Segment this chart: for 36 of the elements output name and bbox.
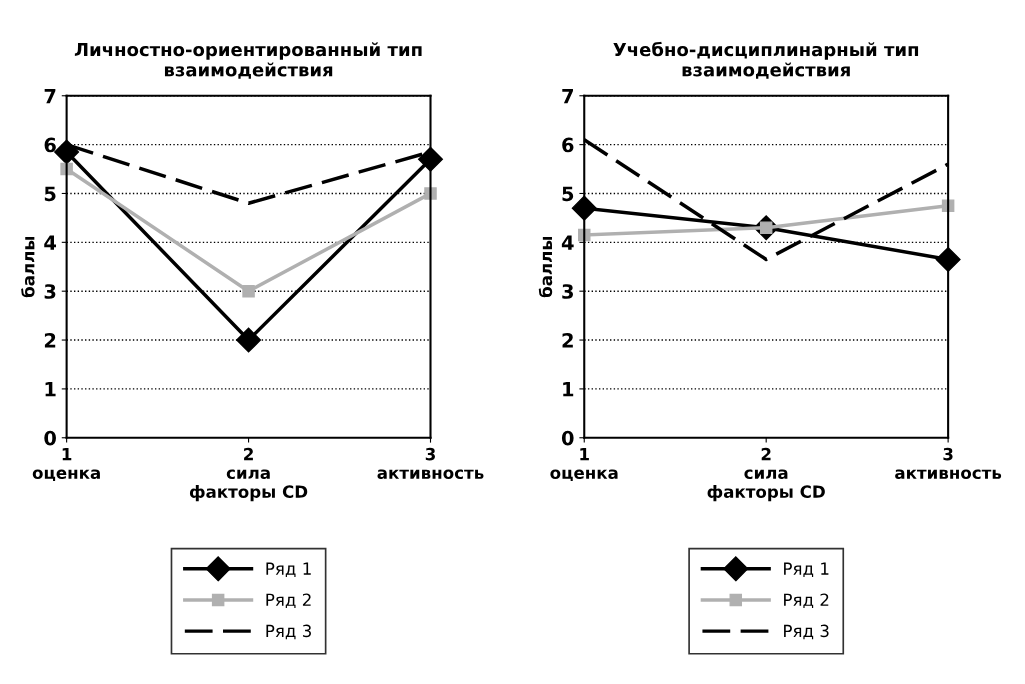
y-tick-label: 4 [561,235,574,250]
y-tick-label: 2 [562,333,573,348]
x-tick-label: 1 оценка [550,448,618,482]
x-tick-label: 3 активность [895,447,1002,480]
x-tick-label: 3 активность [377,447,484,480]
y-tick-label: 6 [44,137,56,153]
y-tick-label: 1 [563,382,574,397]
legend-label: Ряд 3 [266,624,311,640]
chart-title: Личностно-ориентированный тип взаимодействия [74,42,422,79]
chart-title: Учебно-дисциплинарный тип взаимодействия [613,41,919,79]
legend-label: Ряд 2 [266,593,311,609]
legend-label: Ряд 1 [266,562,311,577]
y-tick-label: 5 [44,186,56,202]
y-tick-label: 7 [562,88,573,104]
y-tick-label: 4 [44,235,57,250]
x-axis-title: факторы CD [189,485,308,502]
y-tick-label: 5 [562,186,574,202]
x-axis-title: факторы CD [707,485,825,502]
y-tick-label: 0 [561,430,574,446]
legend-label: Ряд 1 [784,562,829,577]
y-tick-label: 0 [44,430,56,446]
x-tick-label: 2 сила [226,447,270,480]
legend-label: Ряд 3 [784,624,829,640]
point [236,327,262,353]
y-tick-label: 7 [44,88,56,104]
y-axis-title: баллы [21,236,35,298]
x-tick-label: 2 сила [744,447,788,480]
y-axis-title: баллы [538,236,553,298]
y-tick-label: 6 [562,137,574,153]
legend-label: Ряд 2 [784,593,829,609]
x-tick-label: 1 оценка [32,448,100,482]
y-tick-label: 3 [44,284,56,299]
y-tick-label: 3 [562,284,573,299]
y-tick-label: 2 [44,333,56,348]
point [242,284,255,298]
y-tick-label: 1 [45,382,56,397]
